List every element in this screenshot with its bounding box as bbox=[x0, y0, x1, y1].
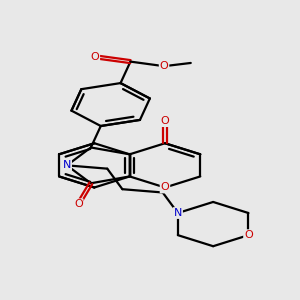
Text: O: O bbox=[160, 116, 169, 126]
Text: N: N bbox=[174, 208, 182, 218]
Text: O: O bbox=[160, 61, 168, 71]
Text: O: O bbox=[244, 230, 253, 240]
Text: N: N bbox=[63, 160, 71, 170]
Text: O: O bbox=[160, 182, 169, 193]
Text: O: O bbox=[74, 199, 83, 209]
Text: O: O bbox=[91, 52, 99, 62]
